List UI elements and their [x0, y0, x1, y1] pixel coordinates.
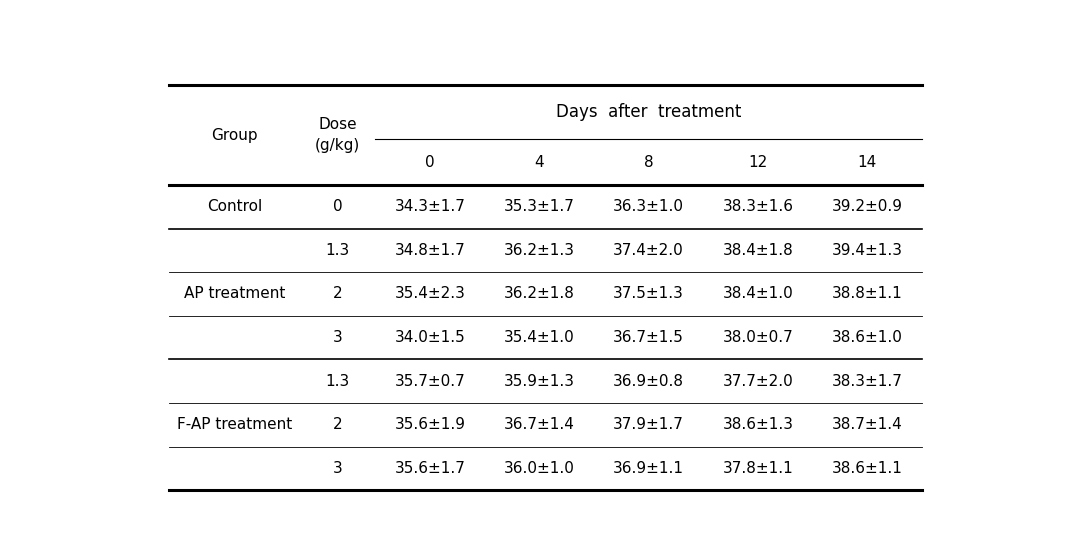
Text: 14: 14: [857, 155, 877, 170]
Text: 36.0±1.0: 36.0±1.0: [503, 461, 575, 476]
Text: 35.3±1.7: 35.3±1.7: [503, 199, 575, 215]
Text: Days  after  treatment: Days after treatment: [556, 103, 741, 121]
Text: 4: 4: [535, 155, 544, 170]
Text: 37.7±2.0: 37.7±2.0: [723, 374, 793, 389]
Text: 38.0±0.7: 38.0±0.7: [723, 330, 793, 345]
Text: 39.4±1.3: 39.4±1.3: [832, 243, 903, 258]
Text: 36.7±1.5: 36.7±1.5: [613, 330, 684, 345]
Text: 38.6±1.0: 38.6±1.0: [832, 330, 903, 345]
Text: Dose
(g/kg): Dose (g/kg): [315, 118, 360, 153]
Text: 37.9±1.7: 37.9±1.7: [613, 417, 684, 432]
Text: 39.2±0.9: 39.2±0.9: [832, 199, 903, 215]
Text: 37.4±2.0: 37.4±2.0: [613, 243, 684, 258]
Text: 38.3±1.6: 38.3±1.6: [723, 199, 793, 215]
Text: 35.4±2.3: 35.4±2.3: [395, 287, 465, 301]
Text: 38.6±1.1: 38.6±1.1: [832, 461, 903, 476]
Text: 35.4±1.0: 35.4±1.0: [503, 330, 575, 345]
Text: 34.3±1.7: 34.3±1.7: [395, 199, 465, 215]
Text: 0: 0: [425, 155, 435, 170]
Text: 35.6±1.7: 35.6±1.7: [395, 461, 465, 476]
Text: F-AP treatment: F-AP treatment: [177, 417, 292, 432]
Text: 3: 3: [333, 330, 342, 345]
Text: 1.3: 1.3: [326, 374, 349, 389]
Text: 37.8±1.1: 37.8±1.1: [723, 461, 793, 476]
Text: 12: 12: [749, 155, 767, 170]
Text: AP treatment: AP treatment: [183, 287, 285, 301]
Text: 38.8±1.1: 38.8±1.1: [832, 287, 903, 301]
Text: 38.3±1.7: 38.3±1.7: [832, 374, 903, 389]
Text: 35.7±0.7: 35.7±0.7: [395, 374, 465, 389]
Text: 36.2±1.3: 36.2±1.3: [503, 243, 575, 258]
Text: 0: 0: [333, 199, 342, 215]
Text: 37.5±1.3: 37.5±1.3: [613, 287, 684, 301]
Text: 36.7±1.4: 36.7±1.4: [503, 417, 575, 432]
Text: Group: Group: [212, 128, 258, 143]
Text: 36.9±1.1: 36.9±1.1: [613, 461, 684, 476]
Text: 36.3±1.0: 36.3±1.0: [613, 199, 684, 215]
Text: 36.2±1.8: 36.2±1.8: [503, 287, 575, 301]
Text: 38.6±1.3: 38.6±1.3: [723, 417, 793, 432]
Text: 34.8±1.7: 34.8±1.7: [395, 243, 465, 258]
Text: 38.4±1.0: 38.4±1.0: [723, 287, 793, 301]
Text: 35.9±1.3: 35.9±1.3: [503, 374, 575, 389]
Text: 3: 3: [333, 461, 342, 476]
Text: 2: 2: [333, 287, 342, 301]
Text: Control: Control: [207, 199, 263, 215]
Text: 38.4±1.8: 38.4±1.8: [723, 243, 793, 258]
Text: 38.7±1.4: 38.7±1.4: [832, 417, 903, 432]
Text: 35.6±1.9: 35.6±1.9: [395, 417, 465, 432]
Text: 34.0±1.5: 34.0±1.5: [395, 330, 465, 345]
Text: 8: 8: [643, 155, 653, 170]
Text: 2: 2: [333, 417, 342, 432]
Text: 36.9±0.8: 36.9±0.8: [613, 374, 684, 389]
Text: 1.3: 1.3: [326, 243, 349, 258]
